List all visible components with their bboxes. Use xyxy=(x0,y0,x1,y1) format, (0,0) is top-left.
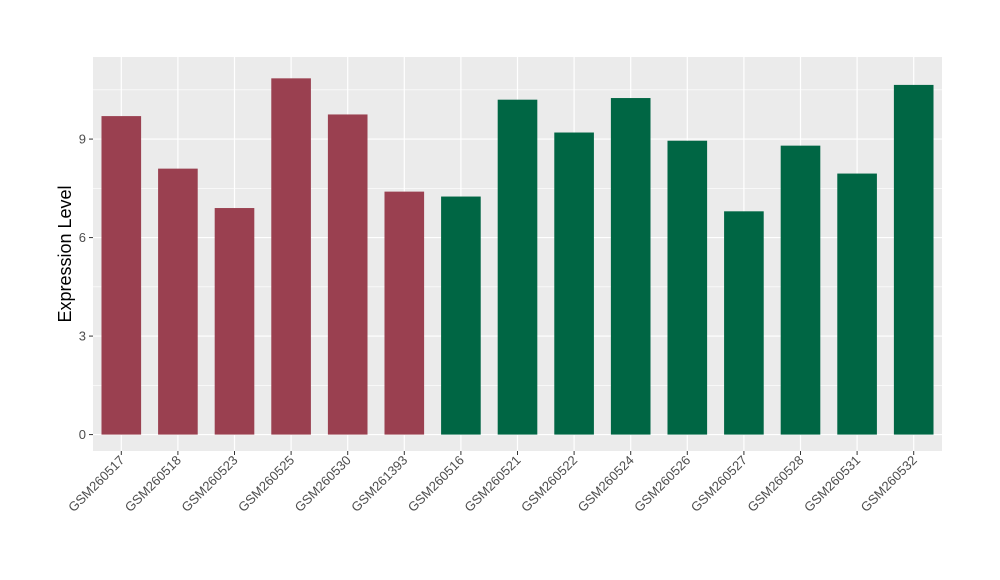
x-tick-label: GSM260521 xyxy=(461,453,523,515)
x-tick-label: GSM260527 xyxy=(688,453,750,515)
bar-gsm260525 xyxy=(271,78,311,435)
y-tick-label: 3 xyxy=(79,329,86,344)
x-axis: GSM260517GSM260518GSM260523GSM260525GSM2… xyxy=(65,451,920,515)
bar-gsm260516 xyxy=(441,196,481,435)
bar-gsm260528 xyxy=(780,145,821,435)
bar-gsm260527 xyxy=(724,211,764,435)
x-tick-label: GSM260518 xyxy=(122,453,184,515)
x-tick-label: GSM260524 xyxy=(575,453,637,515)
x-tick-label: GSM260522 xyxy=(518,453,580,515)
bar-gsm260521 xyxy=(497,99,538,435)
bar-gsm260530 xyxy=(327,114,368,435)
x-tick-label: GSM260526 xyxy=(631,453,693,515)
bar-gsm260523 xyxy=(214,208,255,435)
bar-gsm260526 xyxy=(667,140,708,435)
y-tick-label: 6 xyxy=(79,230,86,245)
bar-gsm260518 xyxy=(158,168,198,435)
bar-gsm260524 xyxy=(610,98,651,435)
bar-gsm261393 xyxy=(384,191,425,435)
y-axis: 0 3 6 9 xyxy=(79,132,93,442)
bar-gsm260532 xyxy=(893,84,934,435)
bar-gsm260517 xyxy=(101,116,142,435)
x-tick-label: GSM261393 xyxy=(348,453,410,515)
x-tick-label: GSM260532 xyxy=(858,453,920,515)
x-tick-label: GSM260525 xyxy=(235,453,297,515)
x-tick-label: GSM260528 xyxy=(744,453,806,515)
x-tick-label: GSM260517 xyxy=(65,453,127,515)
bar-gsm260522 xyxy=(554,132,594,435)
y-tick-label: 9 xyxy=(79,132,86,147)
x-tick-label: GSM260516 xyxy=(405,453,467,515)
bar-gsm260531 xyxy=(837,173,877,435)
x-tick-label: GSM260531 xyxy=(801,453,863,515)
bars xyxy=(101,78,934,435)
x-tick-label: GSM260523 xyxy=(178,453,240,515)
x-tick-label: GSM260530 xyxy=(292,453,354,515)
y-tick-label: 0 xyxy=(79,427,86,442)
y-axis-title: Expression Level xyxy=(55,185,75,322)
